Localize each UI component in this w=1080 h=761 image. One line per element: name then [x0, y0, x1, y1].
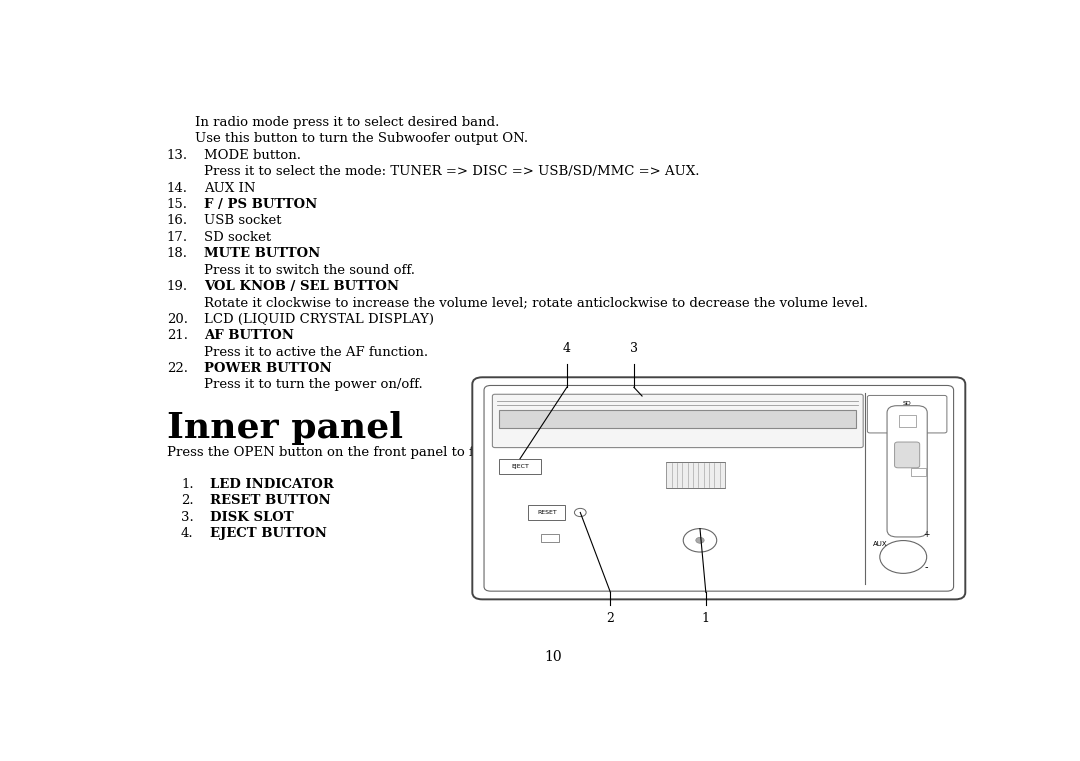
Text: LCD (LIQUID CRYSTAL DISPLAY): LCD (LIQUID CRYSTAL DISPLAY) [204, 313, 434, 326]
Text: 10: 10 [544, 651, 563, 664]
Text: MUTE BUTTON: MUTE BUTTON [204, 247, 320, 260]
FancyBboxPatch shape [867, 396, 947, 433]
Text: 2.: 2. [181, 495, 193, 508]
Text: 16.: 16. [166, 215, 188, 228]
Text: Rotate it clockwise to increase the volume level; rotate anticlockwise to decrea: Rotate it clockwise to increase the volu… [204, 297, 867, 310]
Text: RESET BUTTON: RESET BUTTON [211, 495, 330, 508]
Text: 19.: 19. [166, 280, 188, 293]
Bar [912, 467, 926, 476]
Text: Press it to turn the power on/off.: Press it to turn the power on/off. [204, 378, 422, 391]
Text: Use this button to turn the Subwoofer output ON.: Use this button to turn the Subwoofer ou… [195, 132, 528, 145]
Text: USB socket: USB socket [204, 215, 281, 228]
Bar [499, 409, 856, 428]
Text: 4: 4 [563, 342, 571, 355]
Text: AUX IN: AUX IN [204, 182, 255, 195]
FancyBboxPatch shape [894, 442, 920, 468]
Circle shape [696, 537, 704, 543]
Bar [528, 505, 565, 520]
Text: In radio mode press it to select desired band.: In radio mode press it to select desired… [195, 116, 500, 129]
Text: -: - [924, 562, 929, 572]
Text: SD: SD [903, 401, 912, 406]
Text: EJECT BUTTON: EJECT BUTTON [211, 527, 327, 540]
Text: 18.: 18. [166, 247, 188, 260]
Text: +: + [923, 530, 930, 539]
Circle shape [575, 508, 586, 517]
Text: DISK SLOT: DISK SLOT [211, 511, 294, 524]
Text: EJECT: EJECT [511, 464, 529, 469]
Text: MODE button.: MODE button. [204, 148, 300, 162]
Text: POWER BUTTON: POWER BUTTON [204, 362, 332, 375]
Bar [541, 534, 559, 543]
Text: 15.: 15. [166, 198, 188, 211]
Text: 2: 2 [607, 613, 615, 626]
Text: F / PS BUTTON: F / PS BUTTON [204, 198, 316, 211]
Text: 3.: 3. [181, 511, 193, 524]
FancyBboxPatch shape [472, 377, 966, 600]
Text: Press it to select the mode: TUNER => DISC => USB/SD/MMC => AUX.: Press it to select the mode: TUNER => DI… [204, 165, 699, 178]
Text: SD socket: SD socket [204, 231, 271, 244]
Text: 20.: 20. [166, 313, 188, 326]
Bar [666, 462, 725, 489]
Text: Press it to switch the sound off.: Press it to switch the sound off. [204, 263, 415, 276]
Text: 1: 1 [702, 613, 710, 626]
Text: Inner panel: Inner panel [166, 411, 403, 444]
Text: AUX: AUX [874, 540, 888, 546]
Text: 3: 3 [630, 342, 638, 355]
Text: 17.: 17. [166, 231, 188, 244]
Text: Press it to active the AF function.: Press it to active the AF function. [204, 345, 428, 358]
Circle shape [880, 540, 927, 573]
Bar [899, 416, 916, 427]
Text: 22.: 22. [166, 362, 188, 375]
Text: LED INDICATOR: LED INDICATOR [211, 478, 334, 491]
Text: 13.: 13. [166, 148, 188, 162]
Bar [499, 459, 541, 474]
Text: 4.: 4. [181, 527, 193, 540]
Text: AF BUTTON: AF BUTTON [204, 330, 294, 342]
Text: 21.: 21. [166, 330, 188, 342]
Text: RESET: RESET [537, 510, 556, 515]
Text: 1.: 1. [181, 478, 193, 491]
FancyBboxPatch shape [887, 406, 928, 537]
Text: Press the OPEN button on the front panel to flip it down.: Press the OPEN button on the front panel… [166, 446, 549, 459]
Circle shape [684, 529, 717, 552]
Text: 14.: 14. [166, 182, 188, 195]
FancyBboxPatch shape [492, 394, 863, 447]
Text: VOL KNOB / SEL BUTTON: VOL KNOB / SEL BUTTON [204, 280, 399, 293]
